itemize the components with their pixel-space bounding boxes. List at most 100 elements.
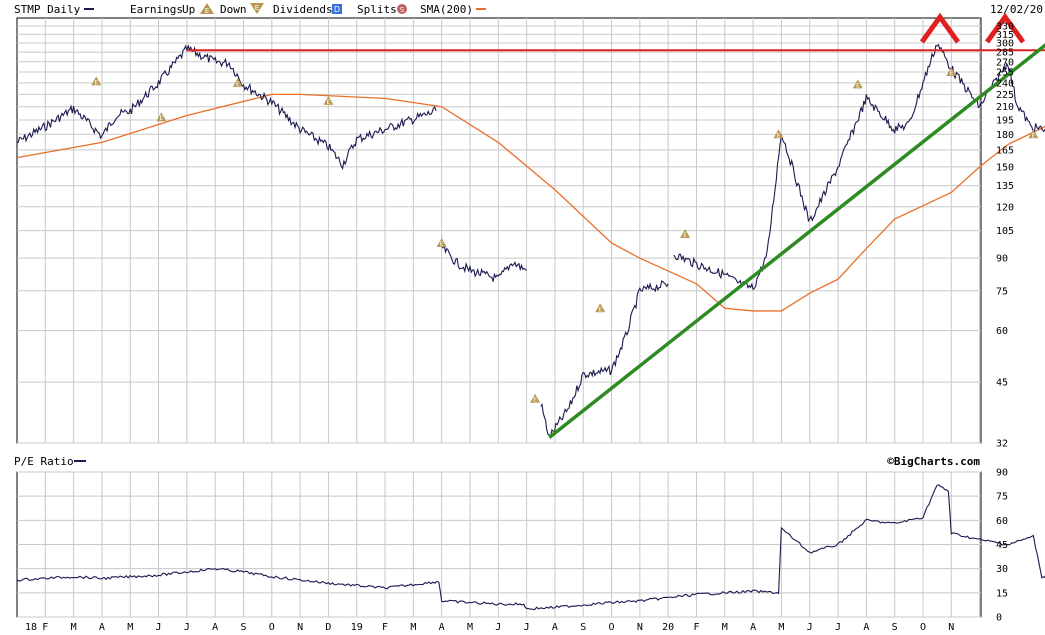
pe-line (16, 484, 1045, 611)
price-y-tick-label: 285 (996, 48, 1014, 59)
earnings-marker-letter: E (94, 79, 98, 86)
earnings-marker (680, 229, 691, 239)
pe-y-tick-label: 15 (996, 588, 1008, 599)
x-month-label: M (467, 622, 473, 633)
earnings-label: Earnings (130, 3, 183, 16)
credit-label: ©BigCharts.com (887, 455, 980, 468)
price-line (673, 43, 1045, 291)
ticker-label: STMP Daily (14, 3, 81, 16)
x-month-label: N (297, 622, 303, 633)
double-top-mark (985, 12, 1026, 44)
price-y-tick-label: 45 (996, 378, 1008, 389)
earnings-marker-letter: E (856, 82, 860, 89)
x-month-label: 19 (351, 622, 363, 633)
earnings-marker-letter: E (440, 241, 444, 248)
x-month-label: 20 (662, 622, 674, 633)
splits-label: Splits (357, 3, 397, 16)
x-month-label: J (524, 622, 530, 633)
earnings-marker-letter: E (236, 81, 240, 88)
price-y-tick-label: 150 (996, 162, 1014, 173)
earnings-marker (773, 129, 784, 139)
pe-y-tick-label: 30 (996, 564, 1008, 575)
price-y-tick-label: 60 (996, 326, 1008, 337)
earnings-marker-letter: E (327, 99, 331, 106)
price-y-tick-label: 225 (996, 90, 1014, 101)
earnings-marker-letter: E (777, 132, 781, 139)
price-y-tick-label: 315 (996, 30, 1014, 41)
x-month-label: M (71, 622, 77, 633)
earnings-down-letter: E (255, 4, 259, 12)
price-y-tick-label: 32 (996, 439, 1008, 450)
earnings-up-letter: E (205, 7, 209, 15)
x-month-label: J (184, 622, 190, 633)
dividend-letter: D (334, 5, 340, 14)
price-y-tick-label: 330 (996, 21, 1014, 32)
price-y-tick-label: 195 (996, 115, 1014, 126)
price-y-tick-label: 270 (996, 57, 1014, 68)
x-month-label: F (693, 622, 699, 633)
earnings-up-label: Up (182, 3, 195, 16)
x-month-label: S (580, 622, 586, 633)
earnings-marker (232, 77, 243, 87)
x-month-label: A (212, 622, 218, 633)
pe-y-tick-label: 60 (996, 516, 1008, 527)
price-y-tick-label: 255 (996, 68, 1014, 79)
sma-label: SMA(200) (420, 3, 473, 16)
x-month-label: 18 (25, 622, 37, 633)
earnings-marker (530, 393, 541, 403)
x-month-label: S (892, 622, 898, 633)
sma-line (16, 93, 1045, 312)
x-month-label: J (807, 622, 813, 633)
price-y-tick-label: 90 (996, 254, 1008, 265)
earnings-marker-letter: E (949, 70, 953, 77)
price-line (540, 280, 669, 440)
price-y-tick-label: 135 (996, 181, 1014, 192)
x-month-label: N (637, 622, 643, 633)
dividend-icon: D (332, 4, 342, 14)
price-y-tick-label: 240 (996, 78, 1014, 89)
x-month-label: A (750, 622, 756, 633)
pe-y-tick-label: 75 (996, 492, 1008, 503)
x-month-label: J (495, 622, 501, 633)
price-y-tick-label: 165 (996, 145, 1014, 156)
earnings-up-icon: E (200, 3, 214, 15)
earnings-marker-letter: E (533, 397, 537, 404)
earnings-marker-letter: E (683, 232, 687, 239)
earnings-down-label: Down (220, 3, 247, 16)
earnings-marker (323, 95, 334, 105)
price-line (16, 44, 437, 171)
split-icon: S (397, 4, 407, 14)
x-month-label: N (948, 622, 954, 633)
price-y-tick-label: 210 (996, 102, 1014, 113)
chart-marks: E E E E E E E E E E E E (16, 12, 1045, 611)
x-month-label: O (269, 622, 275, 633)
earnings-marker (595, 303, 606, 313)
x-month-label: M (778, 622, 784, 633)
date-label: 12/02/20 (990, 3, 1043, 16)
earnings-marker (436, 237, 447, 247)
x-month-label: M (127, 622, 133, 633)
earnings-marker (91, 76, 102, 86)
earnings-marker-letter: E (598, 306, 602, 313)
price-y-tick-label: 105 (996, 226, 1014, 237)
price-line (441, 243, 527, 282)
earnings-marker (156, 112, 167, 122)
x-month-label: D (325, 622, 331, 633)
x-month-label: J (835, 622, 841, 633)
x-month-label: M (410, 622, 416, 633)
x-month-label: S (240, 622, 246, 633)
x-month-label: A (552, 622, 558, 633)
earnings-marker (852, 79, 863, 89)
axis-ticks: 18 F M A M J J A S O N D 19 F M A M J J A S O N 20 F M A M J J A S O N 330… (25, 21, 1014, 633)
x-month-label: M (722, 622, 728, 633)
x-month-label: F (382, 622, 388, 633)
x-month-label: A (99, 622, 105, 633)
earnings-down-icon: E (250, 3, 264, 14)
earnings-marker (946, 67, 957, 77)
pe-y-tick-label: 0 (996, 613, 1002, 624)
pe-y-tick-label: 90 (996, 468, 1008, 479)
price-y-tick-label: 120 (996, 202, 1014, 213)
price-grid (16, 17, 982, 444)
